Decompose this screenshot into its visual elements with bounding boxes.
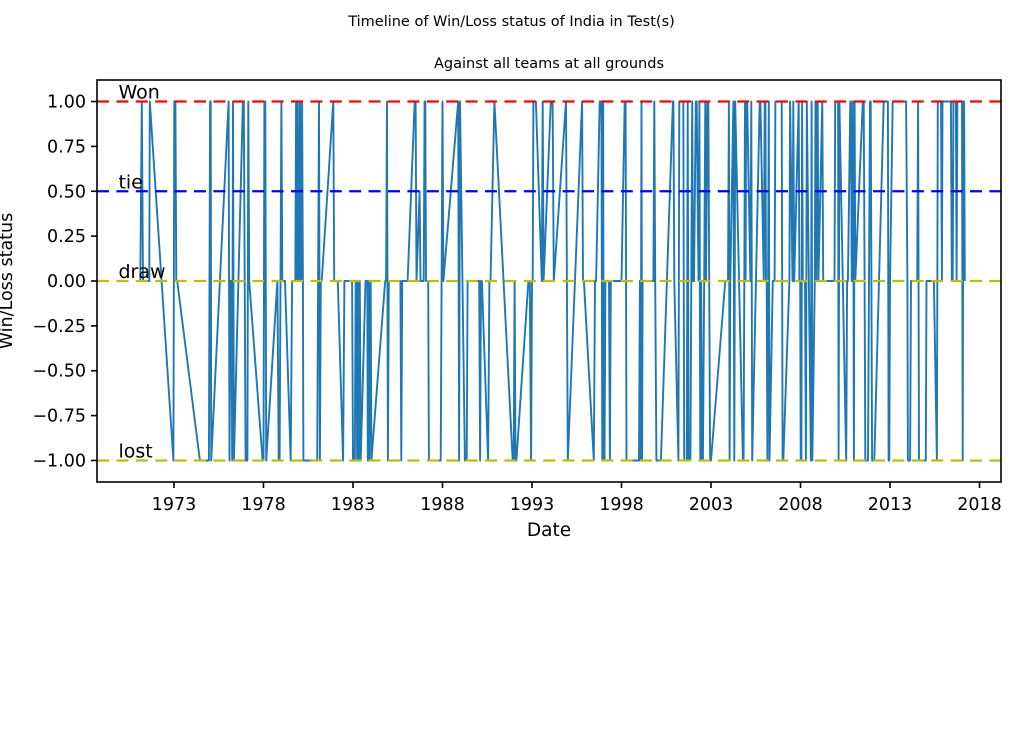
- x-tick-label-2003: 2003: [689, 495, 734, 515]
- x-tick-label-1983: 1983: [331, 495, 376, 515]
- hline-label-lost: lost: [118, 440, 152, 462]
- y-tick-label-0.25: 0.25: [47, 227, 86, 247]
- x-tick-label-1973: 1973: [152, 495, 197, 515]
- x-tick-label-2008: 2008: [778, 495, 823, 515]
- x-tick-label-1993: 1993: [510, 495, 555, 515]
- y-tick-label-0.75: 0.75: [47, 137, 86, 157]
- y-tick-label--1: −1.00: [32, 451, 86, 471]
- x-tick-label-2018: 2018: [957, 495, 1002, 515]
- x-tick-label-1988: 1988: [420, 495, 465, 515]
- x-tick-label-1978: 1978: [241, 495, 286, 515]
- y-tick-label-1: 1.00: [47, 93, 86, 113]
- x-tick-label-2013: 2013: [868, 495, 913, 515]
- y-tick-label-0: 0.00: [47, 272, 86, 292]
- figure-title: Timeline of Win/Loss status of India in …: [347, 14, 675, 30]
- x-tick-label-1998: 1998: [599, 495, 644, 515]
- y-tick-label--0.75: −0.75: [32, 407, 86, 427]
- x-axis-label: Date: [527, 520, 571, 541]
- y-tick-label-0.5: 0.50: [47, 182, 86, 202]
- hline-label-tie: tie: [118, 171, 142, 193]
- axes-title: Against all teams at all grounds: [434, 56, 664, 72]
- y-tick-label--0.25: −0.25: [32, 317, 86, 337]
- hline-label-Won: Won: [118, 82, 159, 104]
- hline-label-draw: draw: [118, 261, 165, 283]
- y-tick-label--0.5: −0.50: [32, 362, 86, 382]
- y-axis-label: Win/Loss status: [0, 213, 17, 350]
